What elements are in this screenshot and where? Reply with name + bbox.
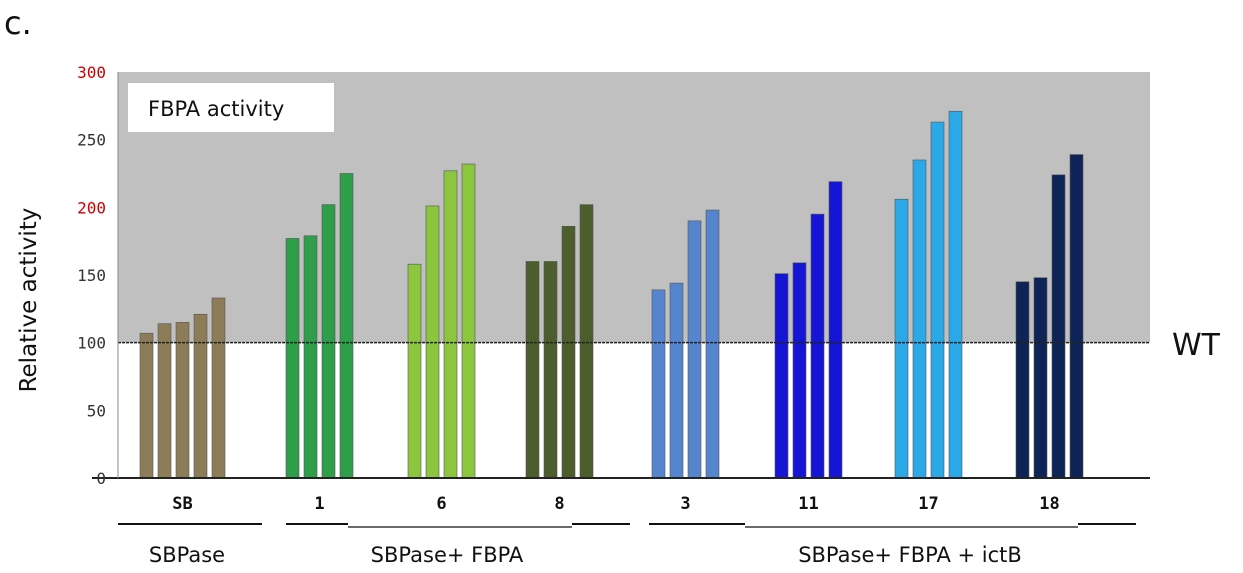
bar xyxy=(930,121,945,479)
wt-label: WT xyxy=(1172,328,1221,363)
bar xyxy=(193,313,208,479)
y-axis-label: Relative activity xyxy=(16,208,42,393)
bar xyxy=(792,262,807,479)
bar xyxy=(948,110,963,479)
bar xyxy=(303,235,318,479)
y-tick-label: 100 xyxy=(77,334,106,353)
bar xyxy=(1015,281,1030,479)
bar xyxy=(774,273,789,479)
x-tick-label: 17 xyxy=(918,494,938,514)
bar xyxy=(211,297,226,479)
bar xyxy=(705,209,720,479)
x-tick-label: 18 xyxy=(1039,494,1059,514)
y-tick-label: 300 xyxy=(77,63,106,82)
category-label: SBPase+ FBPA + ictB xyxy=(798,543,1022,567)
category-labels: SBPase SBPase+ FBPA SBPase+ FBPA + ictB xyxy=(149,543,1022,567)
bar xyxy=(139,332,154,479)
bar xyxy=(579,204,594,479)
y-tick-label: 200 xyxy=(77,198,106,217)
y-tick-label: 150 xyxy=(77,266,106,285)
bar xyxy=(321,204,336,479)
bar xyxy=(1033,277,1048,479)
bar xyxy=(461,163,476,479)
category-brackets xyxy=(118,523,1136,528)
x-tick-label: 6 xyxy=(436,494,446,514)
y-tick-label: 50 xyxy=(87,401,106,420)
panel-label: c. xyxy=(4,4,32,42)
bar xyxy=(543,261,558,479)
bars-layer xyxy=(139,110,1084,479)
bar xyxy=(687,220,702,479)
bar xyxy=(561,225,576,479)
x-ticks: SB 1 6 8 3 11 17 18 xyxy=(172,494,1059,514)
bar xyxy=(525,261,540,479)
x-tick-label: 3 xyxy=(680,494,690,514)
y-ticks: 0 50 100 150 200 250 300 xyxy=(77,63,106,488)
bar xyxy=(285,238,300,479)
category-label: SBPase+ FBPA xyxy=(371,543,524,567)
x-tick-label: 11 xyxy=(798,494,818,514)
x-tick-label: 8 xyxy=(554,494,564,514)
category-label: SBPase xyxy=(149,543,225,567)
bar xyxy=(443,170,458,479)
bar xyxy=(175,322,190,479)
title-box xyxy=(128,83,334,132)
bar xyxy=(1069,154,1084,479)
bar xyxy=(894,198,909,479)
bar xyxy=(912,159,927,479)
bar xyxy=(407,263,422,479)
bar xyxy=(339,173,354,479)
bar xyxy=(1051,174,1066,479)
chart-title: FBPA activity xyxy=(148,97,284,121)
y-tick-label: 250 xyxy=(77,131,106,150)
bar xyxy=(810,213,825,479)
bar xyxy=(669,282,684,479)
x-tick-label: SB xyxy=(172,494,192,514)
bar xyxy=(828,181,843,479)
y-tick-label: 0 xyxy=(96,469,106,488)
bar xyxy=(651,289,666,479)
bar xyxy=(157,323,172,479)
x-tick-label: 1 xyxy=(314,494,324,514)
